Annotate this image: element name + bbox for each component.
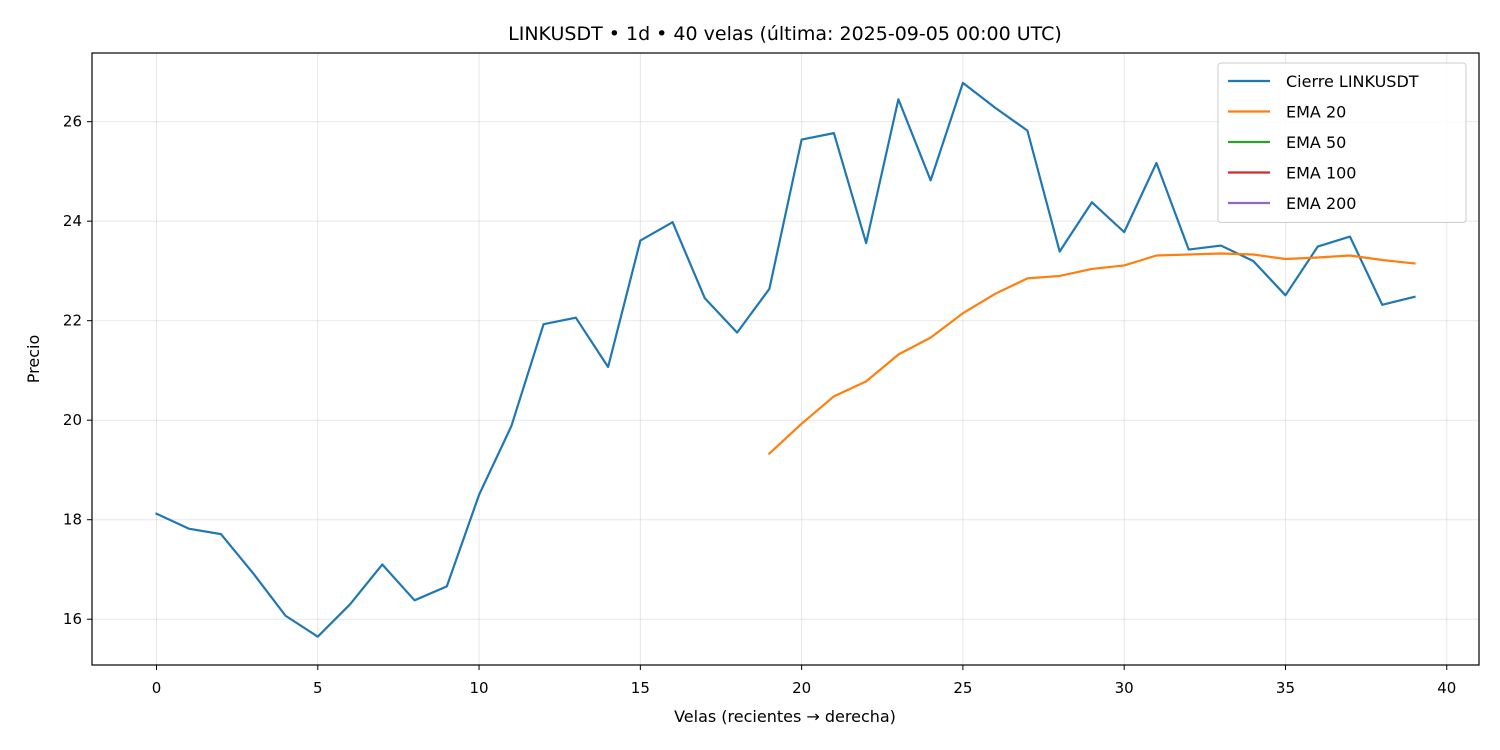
plot-frame <box>91 52 1480 666</box>
y-axis-label: Precio <box>24 335 43 383</box>
y-tick-label: 18 <box>63 511 82 529</box>
x-tick-label: 25 <box>953 679 972 697</box>
y-tick-label: 24 <box>63 212 82 230</box>
x-tick-label: 20 <box>792 679 811 697</box>
y-tick-label: 16 <box>63 610 82 628</box>
y-tick-label: 26 <box>63 113 82 131</box>
legend: Cierre LINKUSDT EMA 20 EMA 50 EMA 100 EMA 20… <box>1217 62 1467 223</box>
chart-title: LINKUSDT • 1d • 40 velas (última: 2025-0… <box>508 23 1062 45</box>
series-line-cierre-linkusdt <box>155 81 1416 638</box>
x-tick-label: 10 <box>470 679 489 697</box>
x-tick-label: 35 <box>1276 679 1295 697</box>
x-tick-label: 30 <box>1115 679 1134 697</box>
legend-box <box>1217 62 1467 223</box>
legend-label: Cierre LINKUSDT <box>1286 72 1419 91</box>
legend-label: EMA 50 <box>1286 133 1346 152</box>
legend-label: EMA 100 <box>1286 164 1356 183</box>
x-tick-label: 40 <box>1437 679 1456 697</box>
y-tick-label: 20 <box>63 411 82 429</box>
x-tick-label: 0 <box>152 679 162 697</box>
x-axis: 0 5 10 15 20 25 30 35 40 <box>152 665 1456 697</box>
legend-label: EMA 200 <box>1286 194 1356 213</box>
legend-label: EMA 20 <box>1286 103 1346 122</box>
x-tick-label: 15 <box>631 679 650 697</box>
y-axis: 16 18 20 22 24 26 <box>63 113 92 628</box>
x-tick-label: 5 <box>313 679 323 697</box>
series-line-ema-20 <box>767 252 1416 456</box>
x-axis-label: Velas (recientes → derecha) <box>674 707 896 726</box>
series-layer <box>155 81 1416 638</box>
y-tick-label: 22 <box>63 312 82 330</box>
